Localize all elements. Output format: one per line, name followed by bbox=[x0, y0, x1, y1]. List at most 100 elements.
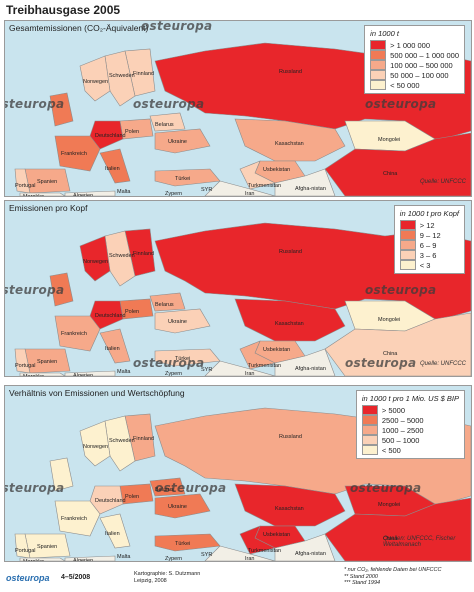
country-label-malta: Malta bbox=[117, 369, 131, 375]
country-marokko bbox=[19, 372, 66, 376]
watermark: osteuropa bbox=[141, 20, 213, 33]
country-china bbox=[324, 312, 471, 376]
country-label-turkmenistan: Turkmenistan bbox=[248, 548, 282, 554]
legend-label: > 12 bbox=[419, 220, 435, 230]
legend-swatch bbox=[370, 80, 387, 90]
country-norwegen bbox=[79, 55, 111, 102]
legend-label: 500 – 1000 bbox=[381, 435, 420, 445]
country-algerien bbox=[64, 555, 116, 561]
credit: Kartographie: S. Dutzmann Leipzig, 2008 bbox=[134, 571, 200, 585]
country-grossbritannien bbox=[49, 92, 74, 127]
country-iran bbox=[204, 180, 276, 196]
watermark: osteuropa bbox=[365, 283, 437, 297]
legend-entry: 500 – 1000 bbox=[361, 435, 459, 445]
country-ukraine bbox=[154, 128, 211, 154]
country-label-usbekistan: Usbekistan bbox=[263, 532, 291, 538]
country-afghanistan bbox=[274, 533, 336, 561]
watermark: osteuropa bbox=[133, 356, 205, 370]
country-label-syrien: SYR bbox=[201, 552, 213, 558]
country-label-belarus: Belarus bbox=[155, 487, 174, 493]
map-canvas bbox=[14, 222, 471, 376]
country-label-schweden: Schweden bbox=[109, 73, 135, 79]
country-label-frankreich: Frankreich bbox=[61, 151, 87, 157]
issue-number: 4–5/2008 bbox=[61, 574, 91, 581]
country-frankreich bbox=[54, 500, 101, 537]
legend-entry: 3 – 6 bbox=[399, 250, 459, 260]
map-panel-per-capita: Emissionen pro Kopf in 1000 t pro Kopf >… bbox=[4, 200, 472, 377]
country-label-italien: Italien bbox=[105, 346, 120, 352]
country-label-algerien: Algerien bbox=[73, 558, 94, 562]
map-panel-total: Gesamtemissionen (CO₂-Äquivalent) in 100… bbox=[4, 20, 472, 197]
panel-title: Emissionen pro Kopf bbox=[9, 203, 88, 213]
country-china bbox=[324, 497, 471, 561]
country-deutschland bbox=[89, 300, 124, 330]
source-note: Quelle: UNFCCC bbox=[420, 179, 467, 185]
legend-swatch bbox=[361, 405, 378, 415]
country-label-deutschland: Deutschland bbox=[95, 313, 126, 319]
legend-title: in 1000 t pro Kopf bbox=[399, 209, 459, 218]
country-ukraine bbox=[154, 308, 211, 334]
country-label-portugal: Portugal bbox=[15, 548, 36, 554]
country-label-afghanistan: Afgha-nistan bbox=[295, 186, 326, 192]
country-deutschland bbox=[89, 120, 124, 150]
credit-line: Kartographie: S. Dutzmann bbox=[134, 571, 201, 577]
legend-label: 50 000 – 100 000 bbox=[390, 70, 449, 80]
country-deutschland bbox=[89, 485, 124, 515]
country-label-kasachstan: Kasachstan bbox=[275, 506, 304, 512]
country-grossbritannien bbox=[49, 272, 74, 307]
legend-title: in 1000 t pro 1 Mio. US $ BIP bbox=[361, 394, 459, 403]
watermark: osteuropa bbox=[133, 97, 205, 111]
legend-swatch bbox=[370, 40, 387, 50]
country-italien bbox=[99, 148, 131, 184]
country-label-turkmenistan: Turkmenistan bbox=[248, 183, 282, 189]
footnote: ** Stand 2000 bbox=[344, 573, 378, 580]
country-afghanistan bbox=[274, 168, 336, 196]
legend-entry: 9 – 12 bbox=[399, 230, 459, 240]
country-label-ukraine: Ukraine bbox=[168, 319, 187, 325]
legend-label: 6 – 9 bbox=[419, 240, 437, 250]
country-belarus bbox=[149, 112, 186, 132]
country-label-afghanistan: Afgha-nistan bbox=[295, 366, 326, 372]
country-algerien bbox=[64, 370, 116, 376]
legend-swatch bbox=[399, 230, 416, 240]
country-italien bbox=[99, 328, 131, 364]
country-label-marokko: Marokko bbox=[23, 194, 45, 197]
legend-swatch bbox=[361, 435, 378, 445]
country-label-spanien: Spanien bbox=[37, 544, 58, 550]
country-label-china: China bbox=[383, 171, 398, 177]
legend-swatch bbox=[361, 415, 378, 425]
country-label-iran: Iran bbox=[245, 191, 255, 197]
country-afghanistan bbox=[274, 348, 336, 376]
country-label-deutschland: Deutschland bbox=[95, 498, 126, 504]
country-label-syrien: SYR bbox=[201, 187, 213, 193]
country-label-russland: Russland bbox=[279, 249, 302, 255]
legend-label: 2500 – 5000 bbox=[381, 415, 424, 425]
watermark: osteuropa bbox=[5, 97, 65, 111]
country-label-finnland: Finnland bbox=[133, 251, 155, 257]
country-tuerkei bbox=[154, 533, 221, 552]
country-label-mongolei: Mongolei bbox=[378, 137, 401, 143]
legend-entry: < 50 000 bbox=[370, 80, 459, 90]
legend-entry: 2500 – 5000 bbox=[361, 415, 459, 425]
legend-swatch bbox=[399, 260, 416, 270]
country-tuerkei bbox=[154, 348, 221, 367]
country-label-marokko: Marokko bbox=[23, 374, 45, 377]
country-label-malta: Malta bbox=[117, 189, 131, 195]
country-label-algerien: Algerien bbox=[73, 373, 94, 377]
country-label-russland: Russland bbox=[279, 434, 302, 440]
country-label-zypern: Zypern bbox=[165, 371, 183, 377]
legend-entry: 1000 – 2500 bbox=[361, 425, 459, 435]
country-label-polen: Polen bbox=[125, 494, 140, 500]
country-label-afghanistan: Afgha-nistan bbox=[295, 551, 326, 557]
country-label-zypern: Zypern bbox=[165, 556, 183, 562]
country-label-polen: Polen bbox=[125, 309, 140, 315]
country-label-italien: Italien bbox=[105, 531, 120, 537]
country-grossbritannien bbox=[49, 457, 74, 492]
footnote: *** Stand 1994 bbox=[344, 580, 381, 586]
panel-title: Gesamtemissionen (CO₂-Äquivalent) bbox=[9, 23, 149, 33]
country-italien bbox=[99, 513, 131, 549]
legend: in 1000 t > 1 000 000 500 000 – 1 000 000… bbox=[364, 25, 465, 94]
country-label-usbekistan: Usbekistan bbox=[263, 167, 291, 173]
page-title: Treibhausgase 2005 bbox=[6, 3, 121, 17]
legend-label: > 5000 bbox=[381, 405, 406, 415]
